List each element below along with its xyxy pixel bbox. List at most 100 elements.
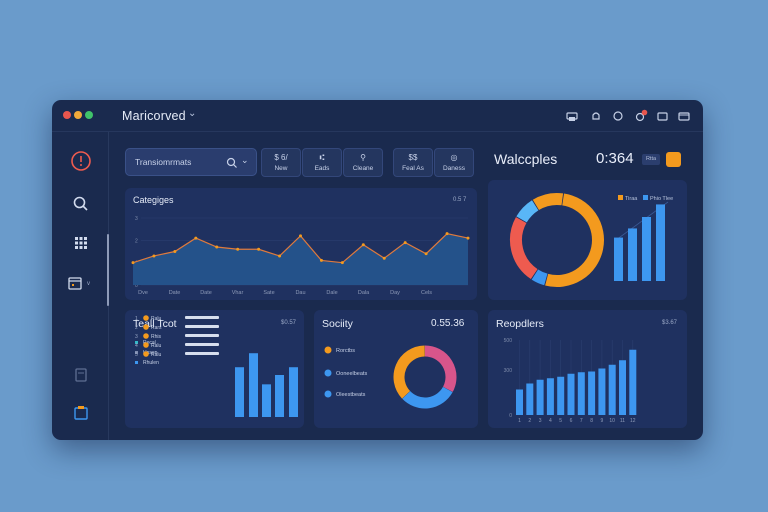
notification-icon[interactable] (634, 109, 648, 123)
row-bar (185, 325, 219, 328)
quick-action-label: Eads (314, 165, 330, 172)
alert-icon[interactable] (611, 109, 625, 123)
printer-icon[interactable] (565, 109, 579, 123)
bell-icon[interactable] (589, 109, 603, 123)
x-tick-label: 9 (601, 418, 604, 424)
legend-label: Recal (143, 340, 156, 346)
legend-dot (324, 390, 332, 398)
x-tick-label: 5 (559, 418, 562, 424)
folder-icon[interactable] (70, 402, 92, 424)
donut-slice (545, 193, 604, 287)
x-tick-label: Date (200, 290, 212, 296)
quick-action-label: Feal As (402, 165, 424, 172)
legend-label: Tiraa (625, 196, 638, 202)
minimize-button[interactable] (74, 111, 82, 119)
chevron-down-icon[interactable]: ⌄ (241, 155, 249, 165)
x-tick-label: 7 (580, 418, 583, 424)
reports-panel: Reopdlers $3.67 500 300 0 1 2 3 4 5 6 7 8 9 10 11 12 (488, 310, 687, 428)
chevron-down-icon[interactable]: ⌄ (188, 108, 197, 119)
data-point (466, 236, 470, 240)
svg-text:v: v (87, 281, 90, 287)
legend-swatch (643, 195, 648, 200)
x-tick-label: Dau (295, 290, 305, 296)
bar (516, 389, 523, 415)
bar (577, 372, 585, 415)
x-tick-label: 12 (630, 418, 636, 424)
quick-action-button[interactable]: ◎ Daness (434, 148, 474, 177)
bar (249, 353, 258, 417)
bar (598, 368, 606, 415)
copy-icon[interactable] (656, 109, 670, 123)
kpi-indicator[interactable] (666, 152, 681, 167)
row-bar (185, 352, 219, 355)
search-icon[interactable] (226, 157, 238, 169)
app-window: Maricorved ⌄ (52, 100, 703, 440)
document-icon[interactable] (70, 364, 92, 386)
x-tick-label: Cels (421, 290, 432, 296)
reports-meta: $3.67 (662, 320, 678, 326)
quick-action-button[interactable]: $$ Feal As (393, 148, 433, 177)
x-tick-label: Dve (138, 290, 148, 296)
search-icon[interactable] (70, 193, 92, 215)
bar (557, 376, 565, 415)
legend-swatch (135, 361, 138, 364)
row-label: Ralu (151, 316, 162, 322)
row-bar (185, 343, 219, 346)
categories-title: Categiges (133, 195, 174, 205)
bar (546, 378, 554, 415)
donut-slice (531, 269, 548, 286)
quick-action-label: New (274, 165, 288, 172)
sidebar-scrollbar[interactable] (107, 234, 109, 306)
data-point (445, 232, 449, 236)
x-tick-label: 6 (570, 418, 573, 424)
data-point (215, 245, 219, 249)
y-tick-label: 2 (135, 238, 138, 244)
bar (526, 383, 534, 415)
donut-slice (424, 345, 457, 392)
search-input[interactable]: Transiomrmats (135, 157, 192, 167)
row-bar (185, 316, 219, 319)
reports-title: Reopdlers (496, 318, 544, 330)
quick-action-button[interactable]: ⑆ Eads (302, 148, 342, 177)
close-button[interactable] (63, 111, 71, 119)
x-tick-label: 3 (539, 418, 542, 424)
categories-meta: 0.5 7 (453, 197, 467, 203)
maximize-button[interactable] (85, 111, 93, 119)
row-bar (185, 334, 219, 337)
bar (642, 217, 651, 281)
window-icon[interactable] (677, 109, 691, 123)
bar (628, 228, 637, 281)
calendar-icon[interactable]: v (68, 272, 96, 294)
donut-slice (402, 386, 453, 409)
kpi-value: 0:364 (596, 150, 634, 167)
legend-label: Phio Tlee (650, 196, 673, 202)
grid-icon[interactable] (70, 232, 92, 254)
data-point (131, 261, 135, 265)
bar (275, 375, 284, 417)
row-number: 1 (135, 316, 138, 322)
quick-action-button[interactable]: ⚲ Cleane (343, 148, 383, 177)
alert-circle-icon[interactable] (70, 150, 92, 172)
row-number: 2 (135, 325, 138, 331)
legend-dot (324, 346, 332, 354)
society-value: 0.55.36 (431, 318, 465, 329)
society-panel: Sociity 0.55.36 Rorctbs Ooneelbeats Oleest… (314, 310, 478, 428)
y-tick-label: 0 (509, 413, 512, 419)
legend-label: Rorctbs (336, 348, 355, 354)
quick-action-button[interactable]: $ 6/New (261, 148, 301, 177)
x-tick-label: Day (390, 290, 400, 296)
x-tick-label: Date (169, 290, 181, 296)
kpi-label: Walccples (494, 151, 558, 167)
row-number: 4 (135, 343, 138, 349)
search-field[interactable]: Transiomrmats ⌄ (125, 148, 257, 176)
data-point (319, 258, 323, 262)
data-point (382, 256, 386, 260)
legend-label: Ooneelbeats (336, 371, 367, 377)
data-point (299, 234, 302, 238)
x-tick-label: Dala (358, 290, 370, 296)
teal-panel: Teall Tcot $0.57 Recal Hnsen Rhulen 1 Ralu 2 R… (125, 310, 304, 428)
legend-label: Oleestbeats (336, 392, 366, 398)
app-title: Maricorved (122, 109, 186, 123)
bar (588, 371, 596, 415)
